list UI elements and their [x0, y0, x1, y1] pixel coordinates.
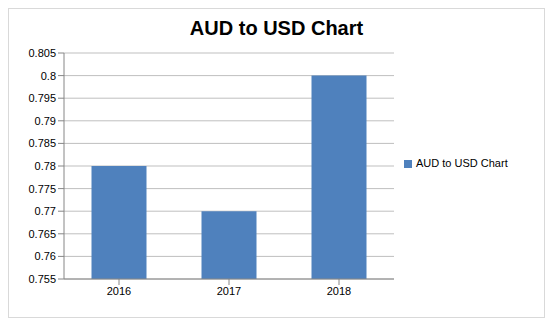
svg-text:0.79: 0.79 — [35, 115, 56, 127]
svg-text:0.77: 0.77 — [35, 205, 56, 217]
svg-text:0.775: 0.775 — [28, 183, 56, 195]
html-text:AUD to USD Chart: AUD to USD Chart — [416, 157, 508, 169]
svg-text:0.76: 0.76 — [35, 250, 56, 262]
svg-text:0.78: 0.78 — [35, 160, 56, 172]
svg-text:0.795: 0.795 — [28, 92, 56, 104]
svg-text:0.805: 0.805 — [28, 47, 56, 59]
svg-text:0.765: 0.765 — [28, 228, 56, 240]
html-text:AUD to USD Chart: AUD to USD Chart — [189, 17, 364, 39]
svg-text:2018: 2018 — [327, 285, 351, 297]
svg-text:2017: 2017 — [217, 285, 241, 297]
svg-text:0.785: 0.785 — [28, 137, 56, 149]
svg-text:2016: 2016 — [107, 285, 131, 297]
svg-text:0.8: 0.8 — [41, 70, 56, 82]
svg-text:0.755: 0.755 — [28, 273, 56, 285]
